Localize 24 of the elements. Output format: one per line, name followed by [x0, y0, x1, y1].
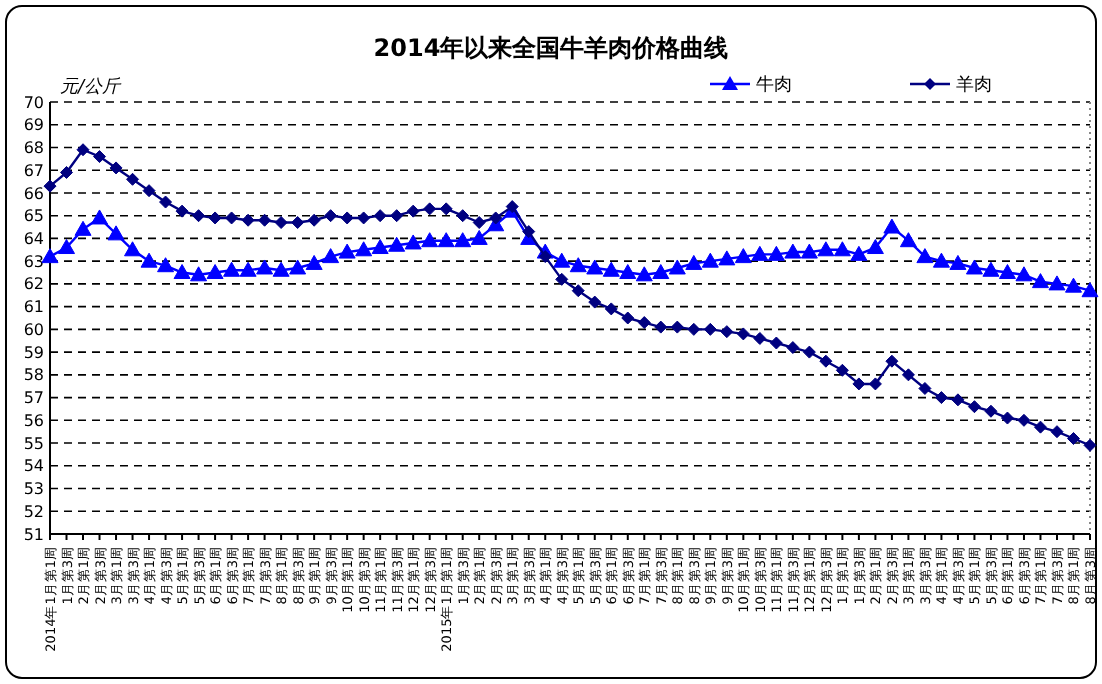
y-tick-label: 69: [23, 116, 44, 135]
y-tick-label: 67: [23, 161, 44, 180]
y-tick-label: 52: [23, 502, 44, 521]
y-tick-label: 59: [23, 343, 44, 362]
y-tick-label: 62: [23, 275, 44, 294]
y-tick-label: 68: [23, 139, 44, 158]
y-tick-label: 51: [23, 525, 44, 544]
y-tick-label: 56: [23, 411, 44, 430]
y-tick-label: 65: [23, 207, 44, 226]
y-tick-label: 58: [23, 366, 44, 385]
y-tick-label: 66: [23, 184, 44, 203]
y-tick-label: 70: [23, 93, 44, 112]
y-tick-label: 55: [23, 434, 44, 453]
y-tick-label: 53: [23, 480, 44, 499]
y-axis-title: 元/公斤: [60, 76, 123, 98]
chart-title: 2014年以来全国牛羊肉价格曲线: [373, 34, 729, 62]
y-tick-label: 64: [23, 230, 44, 249]
y-tick-label: 57: [23, 389, 44, 408]
legend-label: 牛肉: [756, 74, 792, 97]
y-tick-label: 54: [23, 457, 44, 476]
y-tick-label: 60: [23, 320, 44, 339]
y-tick-label: 61: [23, 298, 44, 317]
legend-label: 羊肉: [956, 74, 992, 97]
y-tick-label: 63: [23, 252, 44, 271]
